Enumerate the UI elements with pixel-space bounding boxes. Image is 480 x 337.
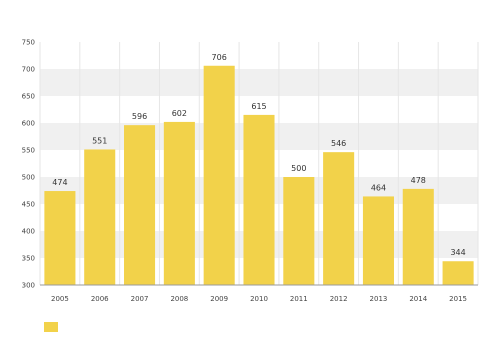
bars-group bbox=[44, 65, 474, 286]
y-tick-label: 300 bbox=[22, 282, 35, 290]
x-tick-label: 2008 bbox=[170, 295, 188, 303]
bar-2014 bbox=[402, 188, 434, 285]
bar-2005 bbox=[44, 191, 76, 285]
y-tick-label: 350 bbox=[22, 255, 35, 263]
x-tick-label: 2015 bbox=[449, 295, 467, 303]
grid-band bbox=[40, 42, 478, 69]
y-axis: 300 350 400 450 500 550 600 650 700 750 bbox=[22, 39, 35, 290]
data-label-2008: 602 bbox=[172, 109, 187, 118]
y-tick-label: 400 bbox=[22, 228, 35, 236]
y-tick-label: 650 bbox=[22, 93, 35, 101]
x-tick-label: 2014 bbox=[409, 295, 427, 303]
bar-2012 bbox=[323, 152, 355, 285]
data-label-2007: 596 bbox=[132, 112, 147, 121]
legend bbox=[44, 321, 62, 333]
data-label-2012: 546 bbox=[331, 139, 346, 148]
data-label-2005: 474 bbox=[52, 178, 67, 187]
legend-swatch bbox=[44, 322, 58, 332]
x-tick-label: 2012 bbox=[330, 295, 348, 303]
data-label-2006: 551 bbox=[92, 136, 107, 145]
data-label-2011: 500 bbox=[291, 164, 306, 173]
x-tick-label: 2013 bbox=[370, 295, 388, 303]
bar-2013 bbox=[362, 196, 394, 285]
bar-2007 bbox=[124, 125, 156, 285]
data-labels-group: 474 551 596 602 706 615 500 546 464 478 344 bbox=[52, 53, 465, 257]
x-tick-label: 2011 bbox=[290, 295, 308, 303]
y-tick-label: 700 bbox=[22, 66, 35, 74]
data-label-2014: 478 bbox=[411, 176, 426, 185]
bar-2015 bbox=[442, 261, 474, 285]
x-axis: 2005 2006 2007 2008 2009 2010 2011 2012 2013 2014… bbox=[40, 284, 478, 303]
y-tick-label: 450 bbox=[22, 201, 35, 209]
bar-2009 bbox=[203, 65, 235, 285]
x-tick-label: 2009 bbox=[210, 295, 228, 303]
y-tick-label: 600 bbox=[22, 120, 35, 128]
x-tick-label: 2006 bbox=[91, 295, 109, 303]
y-tick-label: 550 bbox=[22, 147, 35, 155]
data-label-2013: 464 bbox=[371, 183, 386, 192]
grid-band bbox=[40, 69, 478, 96]
y-tick-label: 500 bbox=[22, 174, 35, 182]
data-label-2015: 344 bbox=[450, 248, 465, 257]
bar-2006 bbox=[84, 149, 116, 285]
bar-2008 bbox=[163, 121, 195, 285]
x-tick-label: 2005 bbox=[51, 295, 69, 303]
x-tick-label: 2007 bbox=[131, 295, 149, 303]
bar-2011 bbox=[283, 177, 315, 285]
data-label-2010: 615 bbox=[251, 102, 266, 111]
y-tick-label: 750 bbox=[22, 39, 35, 47]
x-tick-label: 2010 bbox=[250, 295, 268, 303]
data-label-2009: 706 bbox=[212, 53, 227, 62]
bar-2010 bbox=[243, 114, 275, 286]
